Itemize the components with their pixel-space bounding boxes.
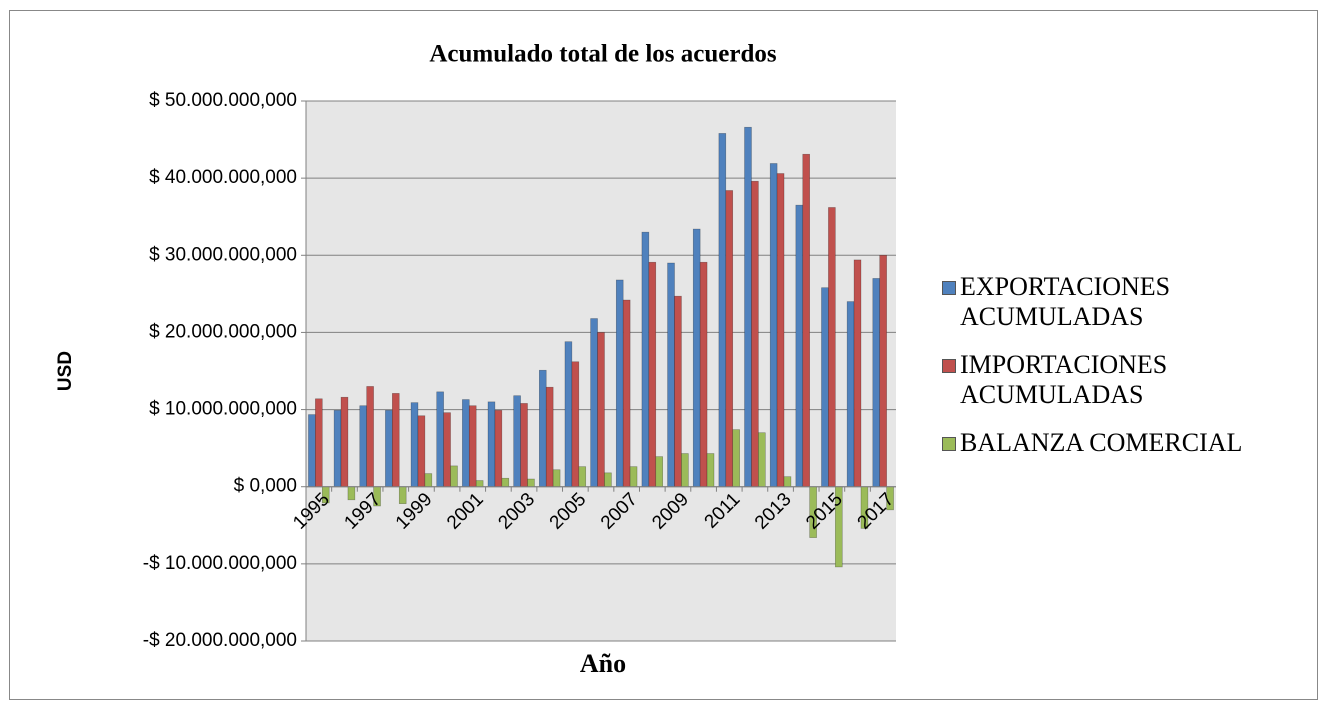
bar [744, 126, 752, 488]
bar [725, 190, 734, 488]
legend-item: EXPORTACIONES ACUMULADAS [942, 272, 1312, 332]
bar [783, 476, 792, 488]
bar [853, 259, 862, 488]
legend: EXPORTACIONES ACUMULADAS IMPORTACIONES AC… [942, 272, 1312, 476]
bar [629, 466, 638, 488]
bar [615, 279, 624, 488]
legend-swatch [942, 281, 956, 295]
bar [758, 432, 766, 488]
bar [578, 466, 587, 488]
y-tick-label: $ 20.000.000,000 [149, 321, 297, 342]
legend-label: BALANZA COMERCIAL [960, 428, 1243, 457]
bar [564, 341, 573, 488]
bar [879, 254, 887, 488]
legend-label: EXPORTACIONES ACUMULADAS [960, 272, 1171, 331]
bar [366, 386, 374, 488]
y-tick-label: $ 30.000.000,000 [149, 244, 297, 265]
bar [347, 486, 356, 501]
bar [468, 405, 477, 488]
bar [622, 299, 631, 488]
bar [571, 361, 580, 488]
x-axis-title: Año [580, 649, 626, 678]
y-axis-title: USD [55, 351, 76, 391]
bar [539, 369, 547, 488]
bar [674, 295, 682, 488]
bar [604, 472, 612, 488]
bar [552, 469, 561, 488]
bar [398, 486, 407, 504]
bar [590, 318, 598, 488]
bar [475, 480, 484, 488]
bar [597, 332, 605, 488]
y-tick-label: $ 10.000.000,000 [149, 399, 297, 420]
bar [436, 391, 444, 488]
bar [494, 410, 503, 488]
bar [385, 410, 393, 488]
bar [655, 456, 663, 488]
bar [392, 393, 400, 488]
bar [424, 473, 433, 488]
bar [718, 133, 727, 488]
y-tick-label: -$ 10.000.000,000 [143, 553, 297, 574]
bar [443, 412, 451, 488]
bar [706, 453, 715, 488]
bar [872, 278, 881, 488]
bar [732, 429, 740, 488]
legend-swatch [942, 437, 956, 451]
y-tick-label: $ 40.000.000,000 [149, 167, 297, 188]
bar [648, 261, 657, 488]
bar [828, 207, 836, 488]
bar [751, 180, 759, 488]
y-tick-label: -$ 20.000.000,000 [143, 630, 297, 651]
bar [699, 261, 708, 488]
chart-title: Acumulado total de los acuerdos [429, 41, 777, 68]
legend-swatch [942, 359, 956, 373]
bar [527, 478, 535, 488]
bar [501, 477, 510, 488]
bar [641, 231, 650, 488]
legend-item: BALANZA COMERCIAL [942, 428, 1312, 458]
bar [450, 465, 458, 488]
bar [667, 262, 675, 488]
legend-label: IMPORTACIONES ACUMULADAS [960, 350, 1168, 409]
bar [846, 301, 855, 488]
bar [520, 403, 528, 488]
bar [802, 153, 810, 488]
legend-item: IMPORTACIONES ACUMULADAS [942, 350, 1312, 410]
bar [776, 173, 785, 488]
bar [769, 163, 778, 488]
bar [417, 415, 426, 488]
bar [462, 399, 470, 488]
bar [487, 401, 496, 488]
bar [692, 228, 701, 488]
y-tick-label: $ 0,000 [234, 476, 297, 497]
bar [410, 402, 419, 488]
bar [308, 414, 316, 488]
bar [333, 410, 342, 488]
bar [340, 396, 349, 488]
bar [795, 204, 804, 488]
bar [513, 395, 521, 488]
bar [315, 398, 323, 488]
y-tick-label: $ 50.000.000,000 [149, 90, 297, 111]
bar [545, 386, 554, 488]
bar [821, 287, 829, 488]
bar [681, 453, 689, 488]
bar [359, 405, 367, 488]
